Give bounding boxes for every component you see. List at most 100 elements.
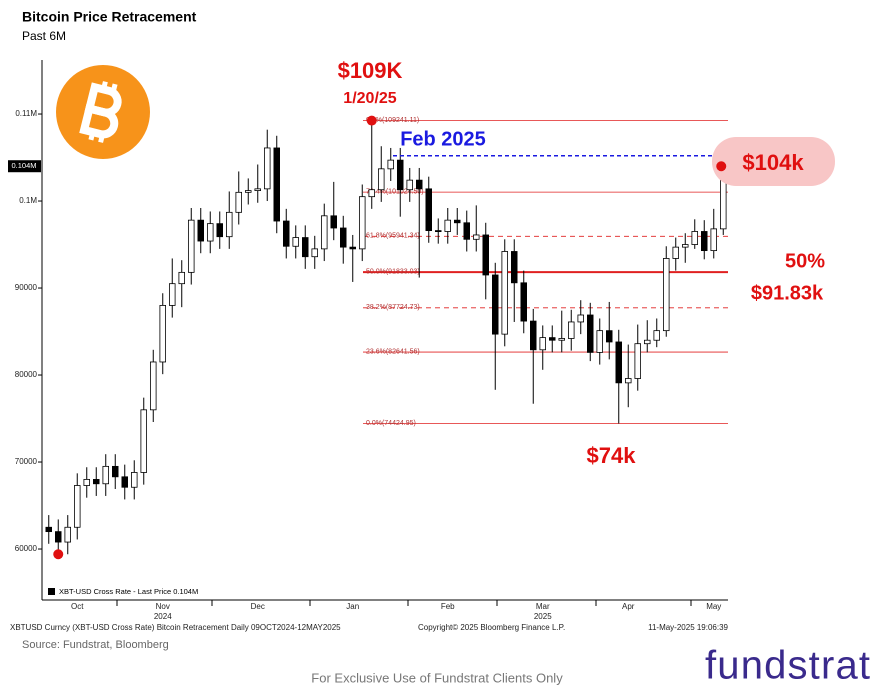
candle-body — [415, 179, 423, 190]
y-tick-label: 80000 — [15, 370, 38, 379]
x-tick-label: May — [706, 602, 721, 611]
logo-b — [79, 81, 122, 143]
candle-body — [520, 282, 528, 322]
candle-body — [510, 251, 518, 284]
candle-body — [74, 485, 81, 528]
x-tick-label: Oct — [71, 602, 84, 611]
candle-body — [168, 283, 176, 306]
candle-body — [301, 237, 309, 258]
candle-body — [273, 147, 280, 222]
candle-body — [434, 230, 442, 233]
low-price-label: $74k — [587, 443, 637, 468]
candle-body — [701, 231, 708, 252]
candle-body — [625, 378, 632, 384]
candle-body — [149, 361, 157, 411]
candle-body — [235, 191, 242, 213]
high-price-label: $109K — [338, 58, 403, 83]
candle-body — [112, 465, 119, 478]
candle-body — [463, 222, 470, 240]
current-dot — [716, 161, 727, 172]
candles — [45, 120, 727, 555]
candle-body — [83, 479, 91, 486]
candle-body — [320, 215, 328, 250]
x-tick-label: Jan — [346, 602, 359, 611]
candle-body — [596, 330, 604, 353]
candle-body — [444, 219, 451, 232]
legend: XBT-USD Cross Rate - Last Price 0.104M — [45, 586, 215, 598]
x-tick-label: Mar — [536, 602, 550, 611]
bitcoin-logo — [56, 65, 150, 159]
retracement-label: 23.6%(82641.56) — [366, 348, 420, 355]
candle-body — [254, 188, 261, 191]
candle-body — [387, 159, 394, 170]
month-ticks — [116, 600, 692, 606]
candle-body — [187, 219, 195, 273]
candle-body — [682, 244, 689, 248]
candle-body — [311, 248, 318, 258]
candle-body — [140, 409, 147, 473]
retracement-label: 76.4%(101024.50) — [366, 188, 424, 195]
candle-body — [358, 196, 366, 250]
candle-body — [530, 320, 537, 351]
x-tick-label: Dec — [251, 602, 265, 611]
candle-body — [558, 338, 566, 341]
high-date-label: 1/20/25 — [343, 90, 396, 107]
footer-timestamp: 11-May-2025 19:06:39 — [648, 623, 728, 632]
candle-body — [672, 246, 680, 259]
candle-body — [292, 237, 299, 247]
candle-body — [482, 234, 489, 276]
candle-body — [568, 321, 575, 339]
candle-body — [349, 246, 356, 250]
candle-body — [606, 330, 613, 343]
candle-body — [377, 168, 385, 191]
x-tick-label: Apr — [622, 602, 635, 611]
last-price-label: 0.104M — [11, 161, 36, 170]
chart-title: Bitcoin Price Retracement — [22, 9, 197, 25]
candle-body — [339, 227, 347, 248]
candle-body — [159, 305, 166, 363]
x-year-label: 2025 — [534, 612, 552, 621]
current-price-label: $104k — [742, 150, 804, 175]
low-dot — [53, 549, 64, 560]
candle-body — [396, 159, 404, 191]
candle-body — [216, 223, 223, 238]
y-tick-label: 0.1M — [19, 196, 37, 205]
candle-body — [634, 343, 642, 379]
axes: 60000 70000 80000 90000 0.1M 0.11M 0.104M Oct No… — [8, 60, 728, 621]
disclaimer: For Exclusive Use of Fundstrat Clients O… — [311, 670, 563, 685]
candle-body — [539, 337, 547, 351]
candle-body — [130, 472, 138, 488]
candle-body — [472, 234, 480, 240]
x-tick-label: Nov — [156, 602, 170, 611]
candle-body — [501, 251, 508, 335]
retracement-label: 0.0%(74424.95) — [366, 420, 416, 427]
candle-body — [244, 190, 252, 193]
candle-body — [102, 465, 110, 485]
logo-text: fundstrat — [705, 644, 870, 686]
candle-body — [206, 223, 214, 242]
candle-body — [64, 526, 72, 543]
candle-body — [644, 339, 651, 345]
retracement-label: 61.8%(95941.34) — [366, 233, 420, 240]
candle-body — [282, 220, 290, 247]
fifty-pct-label: 50% — [785, 250, 825, 272]
y-tick-label: 0.11M — [15, 109, 37, 118]
retracement-label: 38.2%(87724.73) — [366, 304, 420, 311]
candle-body — [45, 526, 53, 533]
y-tick-label: 90000 — [15, 283, 38, 292]
candle-body — [93, 479, 100, 485]
candle-body — [121, 476, 129, 488]
candle-body — [406, 179, 413, 191]
candle-body — [663, 258, 670, 332]
y-tick-label: 70000 — [15, 457, 38, 466]
source: Source: Fundstrat, Bloomberg — [22, 639, 169, 651]
candle-body — [330, 215, 337, 229]
candle-body — [491, 274, 499, 335]
x-year-label: 2024 — [154, 612, 172, 621]
retracement-label: 0.0%(109241.11) — [366, 117, 419, 124]
retracement: 0.0%(109241.11) 76.4%(101024.50) 61.8%(959… — [363, 117, 728, 427]
footer-copyright: Copyright© 2025 Bloomberg Finance L.P. — [418, 623, 565, 632]
candle-body — [178, 271, 185, 285]
candle-body — [225, 211, 233, 238]
